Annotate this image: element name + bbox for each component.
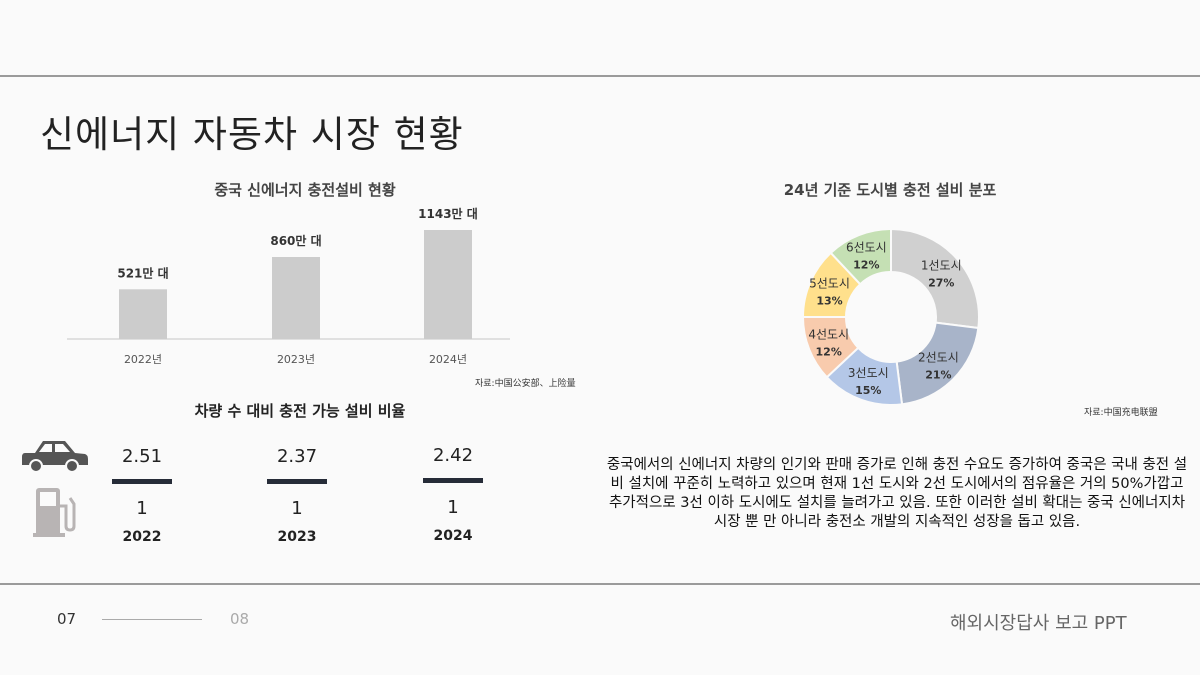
donut-slice-1선도시 [890, 227, 980, 330]
page-title: 신에너지 자동차 시장 현황 [40, 113, 464, 156]
bar-data-label: 860만 대 [270, 233, 321, 248]
top-divider [0, 75, 1200, 77]
donut-chart-source: 자료:中国充电联盟 [1084, 408, 1158, 418]
ratio-chargers: 1 [136, 498, 148, 519]
x-tick-label: 2022년 [124, 353, 162, 366]
donut-chart: 1선도시27%2선도시21%3선도시15%4선도시12%5선도시13%6선도시1… [801, 227, 980, 406]
ratio-year: 2022 [122, 529, 162, 545]
slice-category-label: 4선도시 [808, 328, 849, 342]
ratio-divider [112, 479, 172, 484]
donut-slice-6선도시 [829, 227, 892, 286]
bar-2024년 [424, 230, 472, 339]
donut-chart-title: 24년 기준 도시별 충전 설비 분포 [783, 181, 997, 199]
footer-label: 해외시장답사 보고 PPT [950, 613, 1127, 634]
bar-chart: 521만 대 2022년 860만 대 2023년 1143만 대 2024년 [67, 206, 510, 366]
slice-category-label: 3선도시 [848, 366, 889, 380]
page-connector [102, 619, 202, 620]
bar-data-label: 1143만 대 [418, 206, 478, 221]
slice-category-label: 6선도시 [846, 241, 887, 255]
bottom-divider [0, 583, 1200, 585]
ratio-title: 차량 수 대비 충전 가능 설비 비율 [194, 402, 406, 420]
slice-category-label: 1선도시 [921, 259, 962, 273]
fuel-pump-icon [33, 488, 76, 537]
slice-value-label: 21% [925, 368, 951, 381]
x-tick-label: 2024년 [429, 353, 467, 366]
ratio-vehicles: 2.42 [432, 445, 474, 466]
ratio-item-2024: 2.42 1 2024 [408, 445, 498, 544]
ratio-divider [423, 478, 483, 483]
bar-data-label: 521만 대 [117, 265, 168, 280]
bar-2022년 [119, 289, 167, 339]
ratio-vehicles: 2.37 [276, 446, 318, 467]
page-current[interactable]: 07 [57, 610, 77, 628]
bar-chart-title: 중국 신에너지 충전설비 현황 [214, 181, 396, 199]
slice-category-label: 5선도시 [809, 276, 850, 290]
description-paragraph: 중국에서의 신에너지 차량의 인기와 판매 증가로 인해 충전 수요도 증가하여… [606, 457, 1188, 530]
ratio-year: 2023 [277, 529, 317, 545]
car-icon [22, 441, 88, 473]
slice-category-label: 2선도시 [918, 350, 959, 364]
slice-value-label: 13% [816, 294, 842, 307]
slice-value-label: 27% [928, 277, 954, 290]
ratio-chargers: 1 [447, 497, 459, 518]
ratio-year: 2024 [433, 528, 473, 544]
x-tick-label: 2023년 [277, 353, 315, 366]
ratio-item-2023: 2.37 1 2023 [252, 446, 342, 545]
slice-value-label: 12% [816, 346, 842, 359]
ratio-divider [267, 479, 327, 484]
page-next[interactable]: 08 [230, 610, 250, 628]
ratio-vehicles: 2.51 [121, 446, 163, 467]
ratio-chargers: 1 [291, 498, 303, 519]
bar-2023년 [272, 256, 320, 339]
ratio-item-2022: 2.51 1 2022 [97, 446, 187, 545]
slice-value-label: 15% [855, 384, 881, 397]
slice-value-label: 12% [853, 259, 879, 272]
bar-chart-source: 자료:中国公安部、上险量 [475, 379, 576, 389]
